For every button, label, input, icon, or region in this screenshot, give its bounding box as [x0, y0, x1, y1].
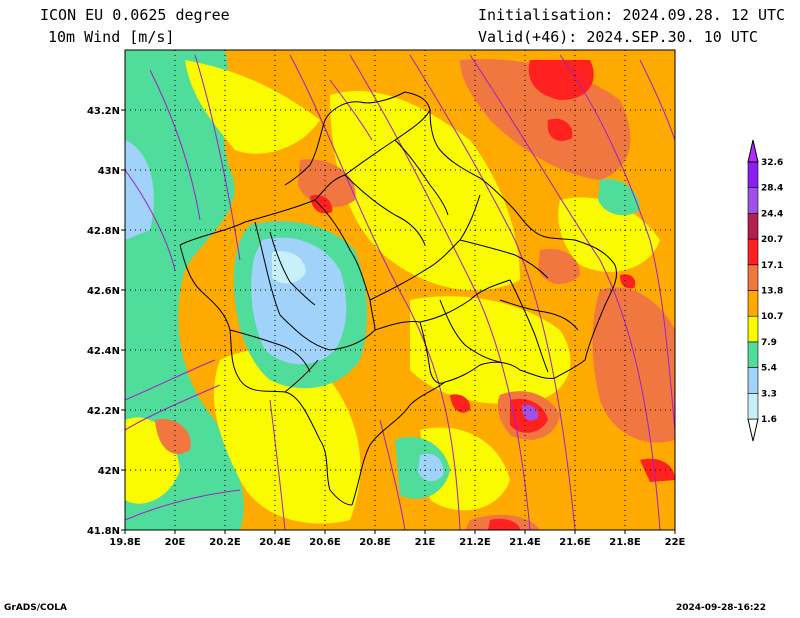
colorbar-max-triangle	[747, 139, 759, 163]
x-tick-label: 22E	[665, 537, 686, 548]
x-tick-label: 20.4E	[259, 537, 291, 548]
colorbar-segment	[747, 367, 759, 394]
x-axis: 19.8E 20E 20.2E 20.4E 20.6E 20.8E 21E 21.2E 21.4…	[109, 530, 686, 548]
y-tick-label: 42.2N	[87, 406, 120, 417]
x-tick-label: 21.8E	[609, 537, 641, 548]
colorbar-label: 32.6	[761, 158, 783, 168]
y-axis: 41.8N 42N 42.2N 42.4N 42.6N 42.8N 43N 43.2N	[87, 106, 125, 537]
y-tick-label: 42.6N	[87, 286, 120, 297]
colorbar-segment	[747, 238, 759, 266]
colorbar-segment	[747, 392, 759, 420]
colorbar-segment	[747, 315, 759, 343]
render-timestamp: 2024-09-28-16:22	[676, 603, 766, 613]
x-tick-label: 20E	[165, 537, 186, 548]
colorbar-label: 13.8	[761, 287, 783, 297]
y-tick-label: 43.2N	[87, 106, 120, 117]
boundaries	[179, 91, 618, 506]
y-tick-label: 42.4N	[87, 346, 120, 357]
initialisation-time: Initialisation: 2024.09.28. 12 UTC	[478, 6, 786, 24]
colorbar-label: 24.4	[761, 209, 783, 219]
colorbar: 1.6 3.3 5.4 7.9 10.7 13.8 17.1 20.7 24.4 28.4 32.6	[747, 139, 783, 442]
wind-streamlines	[125, 54, 675, 530]
colorbar-min-triangle	[747, 418, 759, 442]
colorbar-label: 10.7	[761, 312, 783, 322]
y-tick-label: 41.8N	[87, 526, 120, 537]
colorbar-segment	[747, 341, 759, 368]
colorbar-label: 7.9	[761, 338, 777, 348]
x-tick-label: 20.8E	[359, 537, 391, 548]
colorbar-label: 1.6	[761, 415, 777, 425]
x-tick-label: 21.2E	[459, 537, 491, 548]
colorbar-label: 3.3	[761, 389, 777, 399]
y-tick-label: 42.8N	[87, 226, 120, 237]
valid-time: Valid(+46): 2024.SEP.30. 10 UTC	[478, 28, 758, 46]
colorbar-segment	[747, 213, 759, 240]
model-title: ICON EU 0.0625 degree	[40, 6, 230, 24]
variable-title: 10m Wind [m/s]	[48, 28, 175, 46]
y-tick-label: 42N	[98, 466, 120, 477]
y-tick-label: 43N	[98, 166, 120, 177]
colorbar-label: 5.4	[761, 364, 777, 374]
colorbar-label: 20.7	[761, 235, 783, 245]
colorbar-segment	[747, 161, 759, 189]
x-tick-label: 20.2E	[209, 537, 241, 548]
x-tick-label: 21E	[415, 537, 436, 548]
colorbar-label: 17.1	[761, 261, 783, 271]
x-tick-label: 21.4E	[509, 537, 541, 548]
colorbar-segment	[747, 290, 759, 317]
x-tick-label: 21.6E	[559, 537, 591, 548]
colorbar-segment	[747, 264, 759, 291]
colorbar-label: 28.4	[761, 184, 783, 194]
x-tick-label: 20.6E	[309, 537, 341, 548]
software-credit: GrADS/COLA	[4, 603, 67, 613]
colorbar-segment	[747, 187, 759, 214]
x-tick-label: 19.8E	[109, 537, 141, 548]
